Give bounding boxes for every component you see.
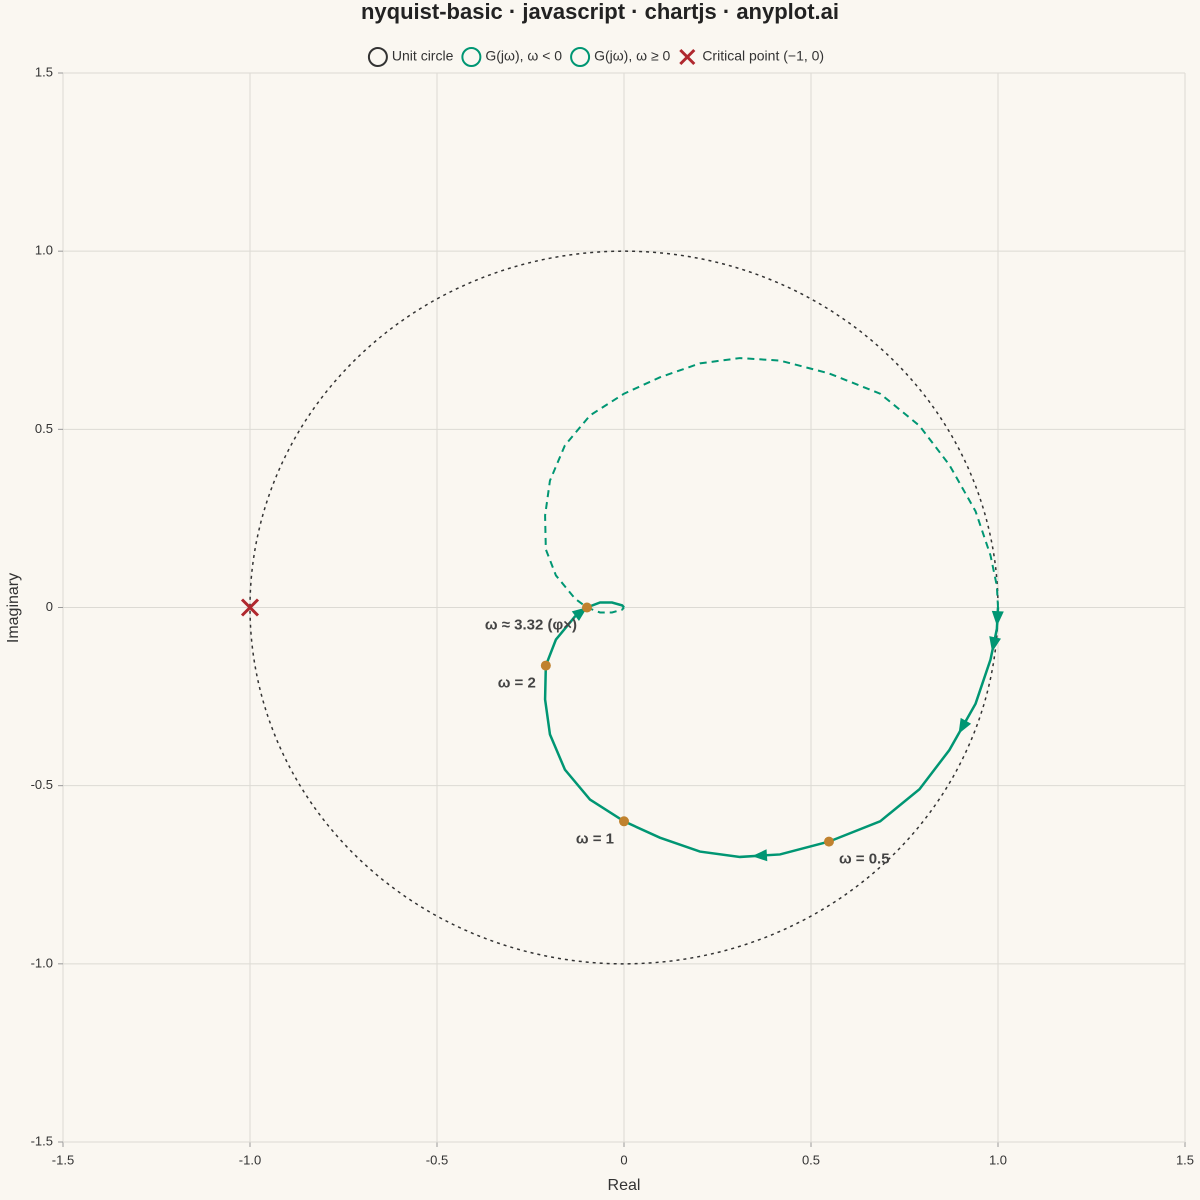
direction-arrow: [958, 717, 972, 734]
frequency-marker: [540, 660, 551, 671]
nyquist-curve: [544, 357, 999, 614]
legend-label: Critical point (−1, 0): [702, 48, 824, 64]
legend-icon: [367, 47, 388, 67]
legend-label: G(jω), ω ≥ 0: [594, 48, 670, 64]
frequency-marker: [619, 816, 629, 827]
x-tick-label: 0: [620, 1152, 627, 1167]
frequency-label: ω ≈ 3.32 (φ×): [485, 616, 577, 633]
x-tick-label: 0.5: [802, 1152, 820, 1167]
y-tick-label: -1.0: [31, 955, 53, 970]
x-axis-label: Real: [608, 1177, 641, 1194]
legend-icon: [461, 47, 482, 67]
frequency-marker: [823, 836, 834, 847]
y-axis-label: Imaginary: [5, 573, 22, 643]
frequency-label: ω = 2: [498, 675, 536, 692]
x-tick-label: 1.5: [1176, 1152, 1194, 1167]
y-tick-label: 1.0: [35, 243, 53, 258]
frequency-label: ω = 1: [576, 830, 614, 847]
legend-label: G(jω), ω < 0: [485, 48, 562, 64]
y-tick-label: 0.5: [35, 421, 53, 436]
x-tick-label: 1.0: [989, 1152, 1007, 1167]
x-tick-label: -1.0: [239, 1152, 261, 1167]
legend-icon: [570, 47, 591, 67]
direction-arrow: [991, 610, 1004, 627]
frequency-marker: [581, 602, 592, 613]
nyquist-curve: [543, 601, 1000, 859]
x-tick-label: -0.5: [426, 1152, 448, 1167]
chart-title: nyquist-basic · javascript · chartjs · a…: [361, 0, 839, 24]
critical-point: [240, 598, 260, 617]
legend-label: Unit circle: [392, 48, 454, 64]
y-tick-label: 0: [46, 599, 53, 614]
y-tick-label: -0.5: [31, 777, 53, 792]
y-tick-label: -1.5: [31, 1133, 53, 1148]
y-tick-label: 1.5: [35, 64, 53, 79]
legend-icon: [679, 48, 696, 66]
direction-arrow: [989, 636, 1001, 653]
frequency-label: ω = 0.5: [839, 851, 890, 868]
direction-arrow: [751, 849, 768, 862]
legend: Unit circle G(jω), ω < 0 G(jω), ω ≥ 0 Criti…: [367, 47, 824, 67]
x-tick-label: -1.5: [52, 1152, 74, 1167]
